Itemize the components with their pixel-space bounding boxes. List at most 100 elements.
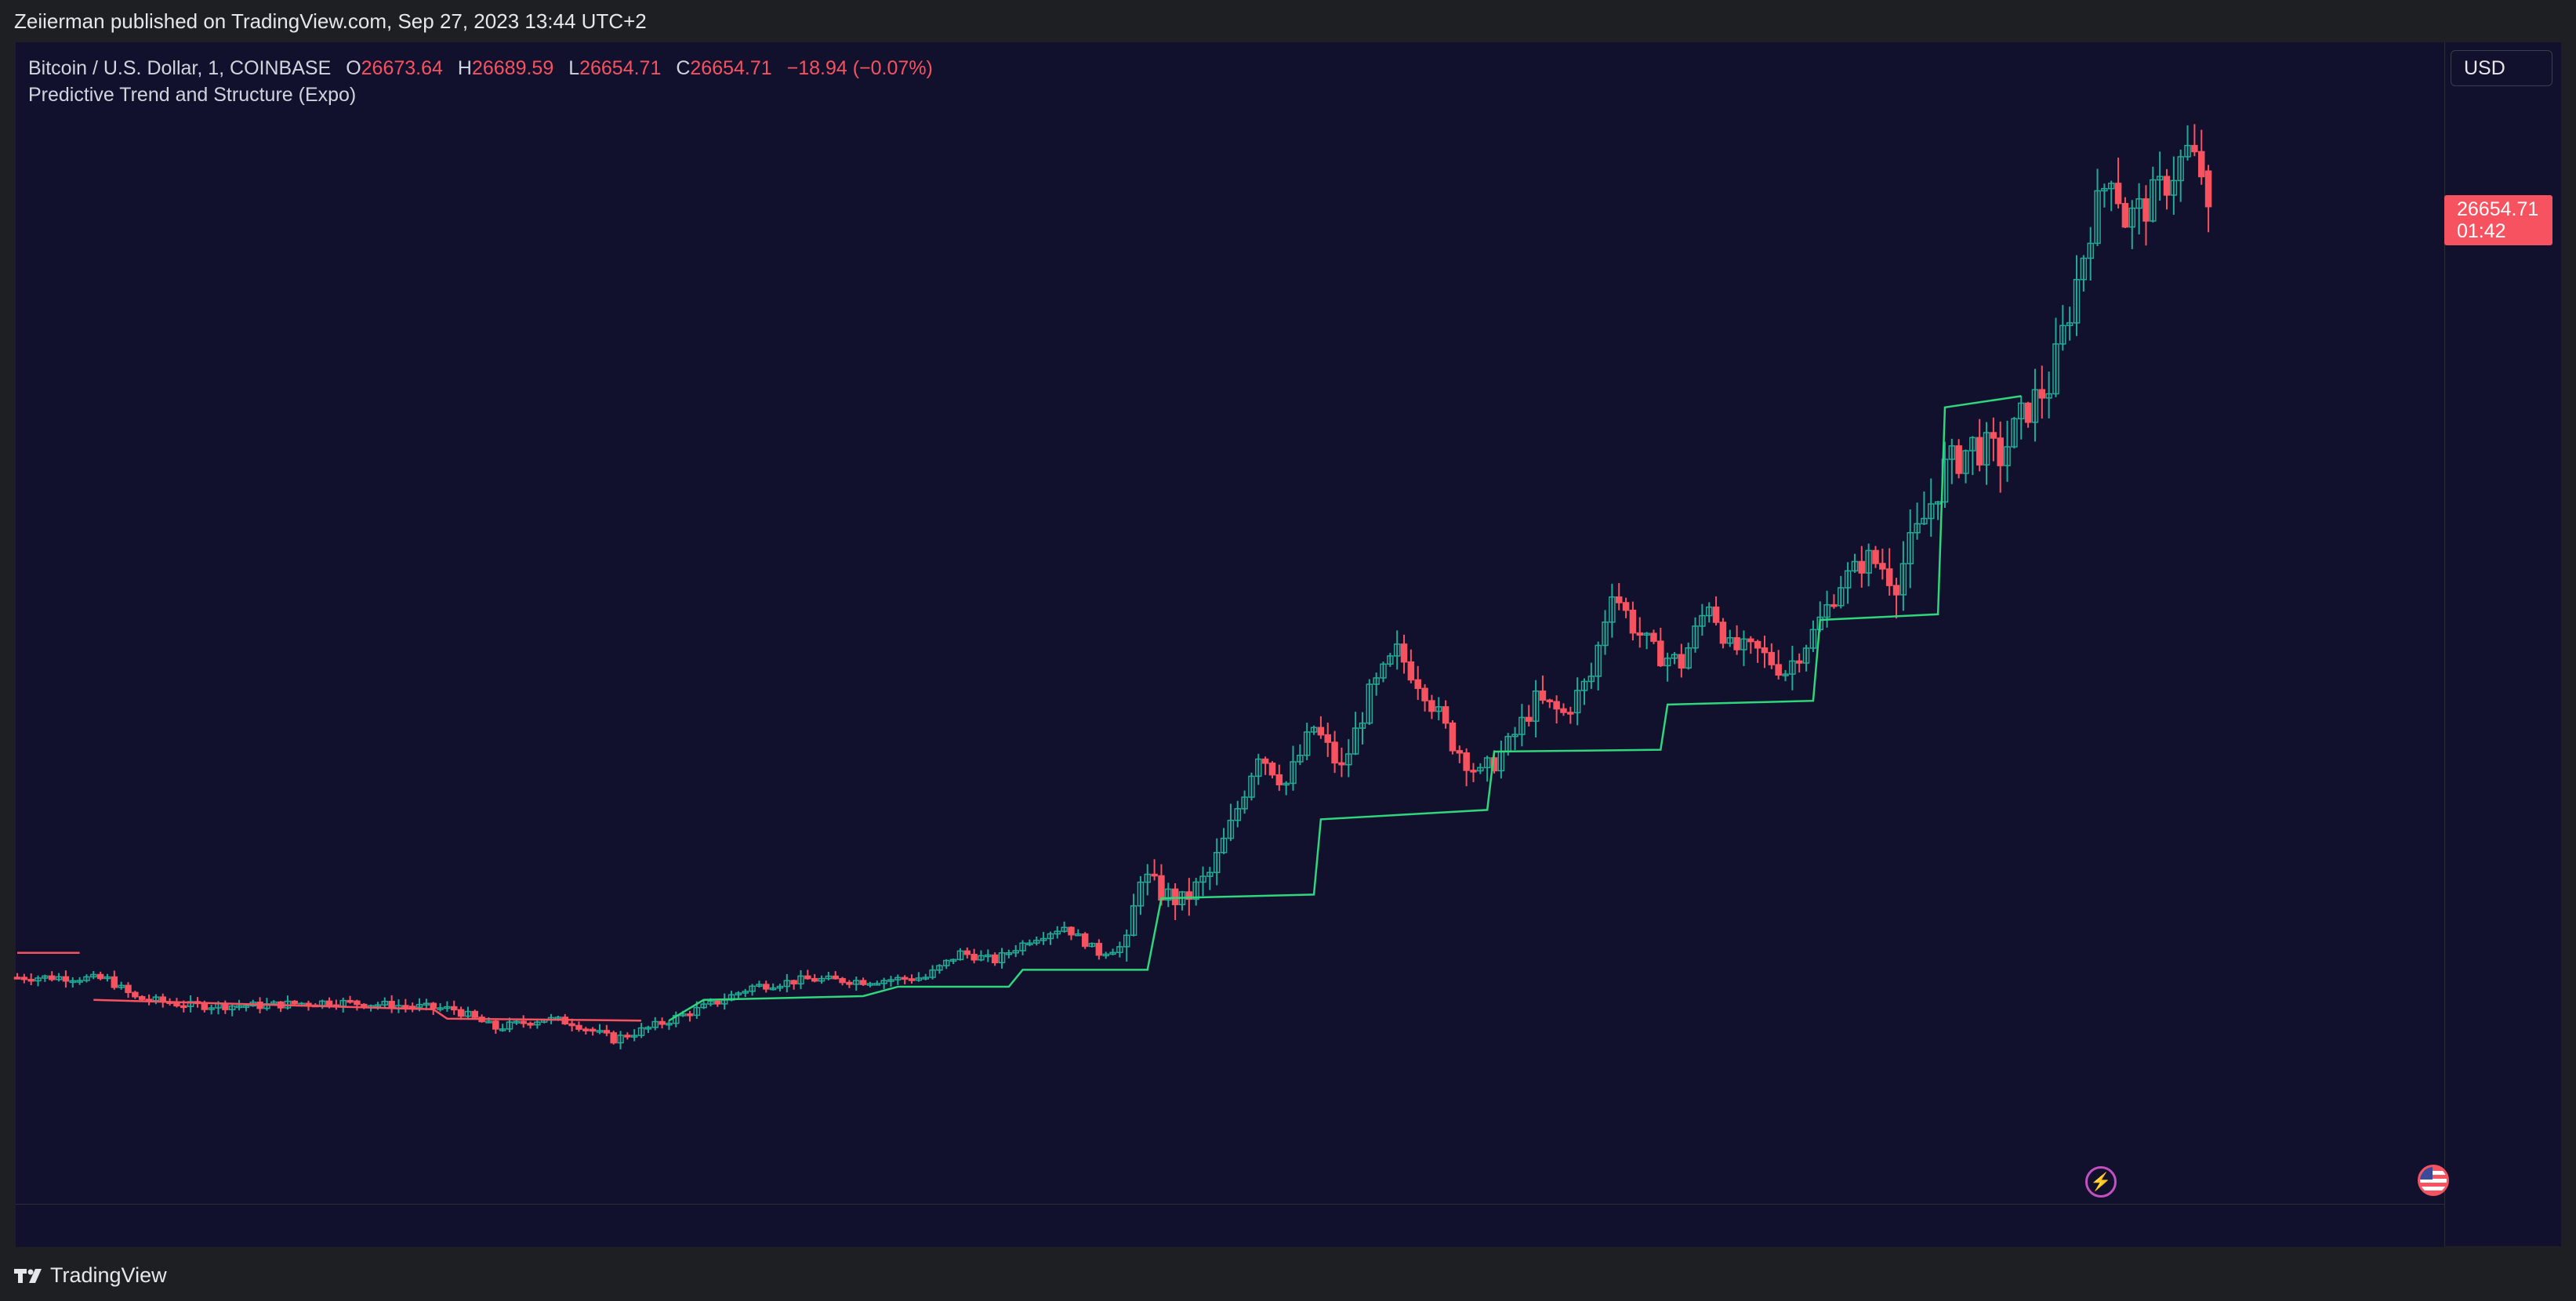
candle-body [763, 984, 770, 990]
us-flag-icon[interactable] [2418, 1165, 2449, 1196]
candle-body [1088, 943, 1096, 948]
candle-body [1525, 716, 1533, 722]
candle-body [2107, 183, 2115, 190]
candle-body [1546, 699, 1554, 703]
candle-body [408, 1006, 416, 1009]
candle-body [270, 1001, 278, 1005]
flash-icon[interactable]: ⚡ [2085, 1166, 2117, 1198]
candle-body [90, 973, 97, 978]
ohlc-row: Bitcoin / U.S. Dollar, 1, COINBASE O2667… [28, 55, 933, 82]
candle-body [76, 980, 83, 983]
candle-body [1844, 570, 1852, 589]
candle-body [1019, 942, 1026, 951]
candle-body [859, 980, 867, 985]
candle-body [887, 979, 894, 982]
candle-body [1303, 731, 1311, 756]
candle-body [1380, 663, 1387, 679]
indicator-title[interactable]: Predictive Trend and Structure (Expo) [28, 84, 357, 106]
high-value: 26689.59 [471, 57, 554, 79]
candle-body [1171, 888, 1179, 905]
candle-body [1241, 796, 1248, 810]
candle-body [894, 977, 902, 980]
candle-body [1310, 727, 1318, 733]
candle-body [2184, 144, 2191, 158]
currency-button[interactable]: USD [2451, 50, 2552, 86]
candle-body [866, 983, 874, 986]
candle-body [1414, 679, 1421, 690]
candle-body [1754, 640, 1761, 649]
candle-body [1338, 762, 1345, 766]
candle-body [1255, 758, 1262, 777]
candle-body [1851, 560, 1859, 572]
candle-body [1199, 875, 1206, 883]
candle-body [1317, 727, 1325, 736]
candle-body [1075, 933, 1082, 937]
candle-body [915, 977, 923, 981]
candle-body [963, 950, 971, 955]
candle-body [13, 977, 21, 980]
candle-body [853, 980, 860, 985]
candle-body [1678, 654, 1685, 669]
candle-body [1456, 750, 1464, 754]
candle-body [589, 1028, 597, 1032]
candle-body [1081, 933, 1089, 948]
candle-body [1636, 632, 1644, 636]
candle-body [430, 1002, 437, 1009]
candle-body [2073, 278, 2081, 324]
candle-body [2204, 170, 2212, 208]
candle-body [1054, 930, 1061, 935]
candle-body [354, 1000, 361, 1006]
candle-body [603, 1030, 611, 1034]
candle-body [471, 1010, 479, 1018]
candle-body [1109, 951, 1116, 955]
candle-body [1192, 881, 1199, 901]
time-axis[interactable] [16, 1204, 2444, 1247]
candle-body [1144, 873, 1152, 883]
chart-area[interactable] [16, 42, 2560, 1246]
candle-body [1573, 690, 1581, 714]
symbol-title[interactable]: Bitcoin / U.S. Dollar, 1, COINBASE [28, 57, 332, 79]
candle-body [908, 978, 916, 981]
candle-body [1297, 755, 1304, 763]
candle-body [832, 975, 839, 980]
candle-body [1664, 658, 1671, 667]
candle-body [125, 984, 132, 994]
candle-body [839, 977, 846, 984]
candle-body [735, 992, 742, 996]
candle-body [582, 1028, 590, 1031]
candle-body [1838, 587, 1845, 607]
candle-body [1275, 774, 1283, 786]
candle-body [83, 976, 90, 981]
tradingview-logo[interactable]: TradingView [14, 1263, 167, 1288]
candle-body [700, 1003, 707, 1009]
candle-body [1428, 700, 1435, 712]
candle-body [686, 1013, 694, 1017]
candle-body [1366, 683, 1373, 724]
candle-body [1740, 638, 1747, 650]
candle-body [1421, 687, 1428, 701]
candle-body [956, 950, 964, 961]
indicator-row[interactable]: Predictive Trend and Structure (Expo) [28, 82, 933, 108]
candle-body [42, 975, 49, 979]
candle-body [1823, 603, 1830, 618]
candle-body [756, 984, 763, 988]
candle-body [1560, 708, 1567, 713]
candle-body [1921, 517, 1928, 525]
candle-body [62, 976, 70, 982]
trend-lines [17, 395, 2022, 1022]
candle-body [776, 985, 784, 989]
candle-body [630, 1035, 638, 1038]
candle-body [1719, 622, 1727, 644]
candle-body [228, 1005, 236, 1010]
candle-body [1733, 636, 1740, 650]
candle-body [2114, 183, 2122, 205]
candle-body [1969, 437, 1976, 451]
bar-countdown: 01:42 [2457, 220, 2506, 242]
candle-body [707, 1000, 714, 1005]
candle-body [291, 1000, 299, 1005]
candle-body [55, 976, 63, 980]
candle-body [1012, 950, 1019, 954]
candle-body [1955, 445, 1962, 474]
candle-body [1990, 432, 1997, 439]
